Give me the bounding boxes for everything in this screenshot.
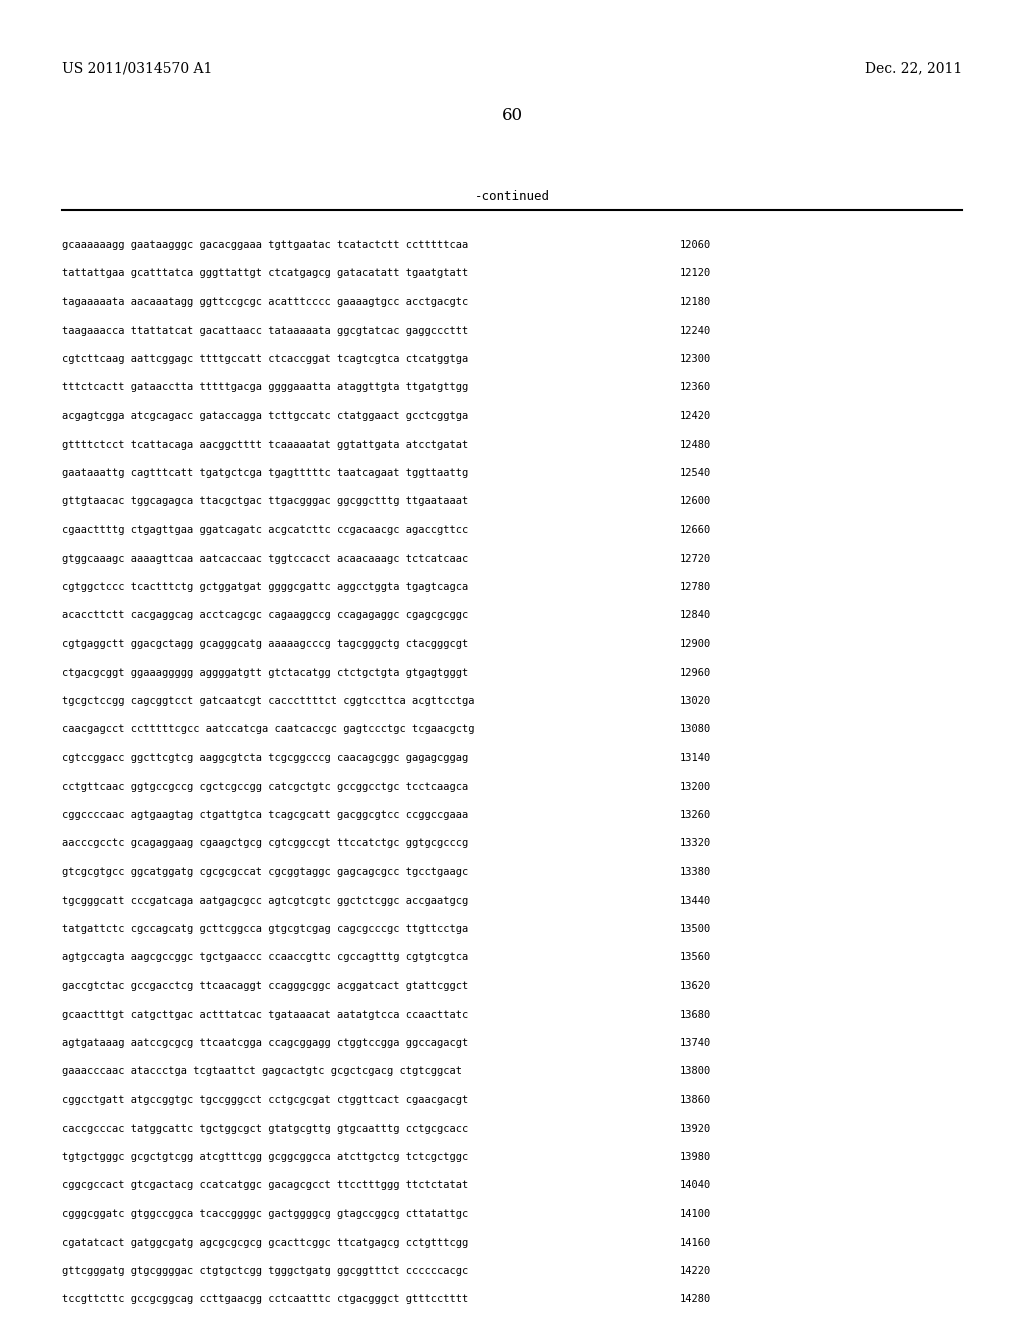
Text: 12240: 12240 xyxy=(680,326,712,335)
Text: tttctcactt gataacctta tttttgacga ggggaaatta ataggttgta ttgatgttgg: tttctcactt gataacctta tttttgacga ggggaaa… xyxy=(62,383,468,392)
Text: cgtccggacc ggcttcgtcg aaggcgtcta tcgcggcccg caacagcggc gagagcggag: cgtccggacc ggcttcgtcg aaggcgtcta tcgcggc… xyxy=(62,752,468,763)
Text: 12300: 12300 xyxy=(680,354,712,364)
Text: 14040: 14040 xyxy=(680,1180,712,1191)
Text: 12720: 12720 xyxy=(680,553,712,564)
Text: ctgacgcggt ggaaaggggg aggggatgtt gtctacatgg ctctgctgta gtgagtgggt: ctgacgcggt ggaaaggggg aggggatgtt gtctaca… xyxy=(62,668,468,677)
Text: 13740: 13740 xyxy=(680,1038,712,1048)
Text: 12360: 12360 xyxy=(680,383,712,392)
Text: aacccgcctc gcagaggaag cgaagctgcg cgtcggccgt ttccatctgc ggtgcgcccg: aacccgcctc gcagaggaag cgaagctgcg cgtcggc… xyxy=(62,838,468,849)
Text: tccgttcttc gccgcggcag ccttgaacgg cctcaatttc ctgacgggct gtttcctttt: tccgttcttc gccgcggcag ccttgaacgg cctcaat… xyxy=(62,1295,468,1304)
Text: 14160: 14160 xyxy=(680,1238,712,1247)
Text: tgcgggcatt cccgatcaga aatgagcgcc agtcgtcgtc ggctctcggc accgaatgcg: tgcgggcatt cccgatcaga aatgagcgcc agtcgtc… xyxy=(62,895,468,906)
Text: 12960: 12960 xyxy=(680,668,712,677)
Text: agtgataaag aatccgcgcg ttcaatcgga ccagcggagg ctggtccgga ggccagacgt: agtgataaag aatccgcgcg ttcaatcgga ccagcgg… xyxy=(62,1038,468,1048)
Text: 13980: 13980 xyxy=(680,1152,712,1162)
Text: 13320: 13320 xyxy=(680,838,712,849)
Text: 13860: 13860 xyxy=(680,1096,712,1105)
Text: cgtgaggctt ggacgctagg gcagggcatg aaaaagcccg tagcgggctg ctacgggcgt: cgtgaggctt ggacgctagg gcagggcatg aaaaagc… xyxy=(62,639,468,649)
Text: gtcgcgtgcc ggcatggatg cgcgcgccat cgcggtaggc gagcagcgcc tgcctgaagc: gtcgcgtgcc ggcatggatg cgcgcgccat cgcggta… xyxy=(62,867,468,876)
Text: gcaactttgt catgcttgac actttatcac tgataaacat aatatgtcca ccaacttatc: gcaactttgt catgcttgac actttatcac tgataaa… xyxy=(62,1010,468,1019)
Text: 12420: 12420 xyxy=(680,411,712,421)
Text: caacgagcct cctttttcgcc aatccatcga caatcaccgc gagtccctgc tcgaacgctg: caacgagcct cctttttcgcc aatccatcga caatca… xyxy=(62,725,474,734)
Text: Dec. 22, 2011: Dec. 22, 2011 xyxy=(864,61,962,75)
Text: 13920: 13920 xyxy=(680,1123,712,1134)
Text: tagaaaaata aacaaatagg ggttccgcgc acatttcccc gaaaagtgcc acctgacgtc: tagaaaaata aacaaatagg ggttccgcgc acatttc… xyxy=(62,297,468,308)
Text: taagaaacca ttattatcat gacattaacc tataaaaata ggcgtatcac gaggcccttt: taagaaacca ttattatcat gacattaacc tataaaa… xyxy=(62,326,468,335)
Text: cctgttcaac ggtgccgccg cgctcgccgg catcgctgtc gccggcctgc tcctcaagca: cctgttcaac ggtgccgccg cgctcgccgg catcgct… xyxy=(62,781,468,792)
Text: 13080: 13080 xyxy=(680,725,712,734)
Text: cgatatcact gatggcgatg agcgcgcgcg gcacttcggc ttcatgagcg cctgtttcgg: cgatatcact gatggcgatg agcgcgcgcg gcacttc… xyxy=(62,1238,468,1247)
Text: tatgattctc cgccagcatg gcttcggcca gtgcgtcgag cagcgcccgc ttgttcctga: tatgattctc cgccagcatg gcttcggcca gtgcgtc… xyxy=(62,924,468,935)
Text: cgaacttttg ctgagttgaa ggatcagatc acgcatcttc ccgacaacgc agaccgttcc: cgaacttttg ctgagttgaa ggatcagatc acgcatc… xyxy=(62,525,468,535)
Text: tgtgctgggc gcgctgtcgg atcgtttcgg gcggcggcca atcttgctcg tctcgctggc: tgtgctgggc gcgctgtcgg atcgtttcgg gcggcgg… xyxy=(62,1152,468,1162)
Text: 12900: 12900 xyxy=(680,639,712,649)
Text: 12480: 12480 xyxy=(680,440,712,450)
Text: acaccttctt cacgaggcag acctcagcgc cagaaggccg ccagagaggc cgagcgcggc: acaccttctt cacgaggcag acctcagcgc cagaagg… xyxy=(62,610,468,620)
Text: 12540: 12540 xyxy=(680,469,712,478)
Text: 13560: 13560 xyxy=(680,953,712,962)
Text: 60: 60 xyxy=(502,107,522,124)
Text: 13800: 13800 xyxy=(680,1067,712,1077)
Text: gaccgtctac gccgacctcg ttcaacaggt ccagggcggc acggatcact gtattcggct: gaccgtctac gccgacctcg ttcaacaggt ccagggc… xyxy=(62,981,468,991)
Text: caccgcccac tatggcattc tgctggcgct gtatgcgttg gtgcaatttg cctgcgcacc: caccgcccac tatggcattc tgctggcgct gtatgcg… xyxy=(62,1123,468,1134)
Text: US 2011/0314570 A1: US 2011/0314570 A1 xyxy=(62,61,212,75)
Text: cggccccaac agtgaagtag ctgattgtca tcagcgcatt gacggcgtcc ccggccgaaa: cggccccaac agtgaagtag ctgattgtca tcagcgc… xyxy=(62,810,468,820)
Text: agtgccagta aagcgccggc tgctgaaccc ccaaccgttc cgccagtttg cgtgtcgtca: agtgccagta aagcgccggc tgctgaaccc ccaaccg… xyxy=(62,953,468,962)
Text: 12600: 12600 xyxy=(680,496,712,507)
Text: gttttctcct tcattacaga aacggctttt tcaaaaatat ggtattgata atcctgatat: gttttctcct tcattacaga aacggctttt tcaaaaa… xyxy=(62,440,468,450)
Text: 12060: 12060 xyxy=(680,240,712,249)
Text: gaaacccaac ataccctga tcgtaattct gagcactgtc gcgctcgacg ctgtcggcat: gaaacccaac ataccctga tcgtaattct gagcactg… xyxy=(62,1067,462,1077)
Text: gtggcaaagc aaaagttcaa aatcaccaac tggtccacct acaacaaagc tctcatcaac: gtggcaaagc aaaagttcaa aatcaccaac tggtcca… xyxy=(62,553,468,564)
Text: gaataaattg cagtttcatt tgatgctcga tgagtttttc taatcagaat tggttaattg: gaataaattg cagtttcatt tgatgctcga tgagttt… xyxy=(62,469,468,478)
Text: 13020: 13020 xyxy=(680,696,712,706)
Text: 14280: 14280 xyxy=(680,1295,712,1304)
Text: 13260: 13260 xyxy=(680,810,712,820)
Text: 13620: 13620 xyxy=(680,981,712,991)
Text: 13680: 13680 xyxy=(680,1010,712,1019)
Text: gcaaaaaagg gaataagggc gacacggaaa tgttgaatac tcatactctt cctttttcaa: gcaaaaaagg gaataagggc gacacggaaa tgttgaa… xyxy=(62,240,468,249)
Text: -continued: -continued xyxy=(474,190,550,202)
Text: cgtcttcaag aattcggagc ttttgccatt ctcaccggat tcagtcgtca ctcatggtga: cgtcttcaag aattcggagc ttttgccatt ctcaccg… xyxy=(62,354,468,364)
Text: 13140: 13140 xyxy=(680,752,712,763)
Text: 12660: 12660 xyxy=(680,525,712,535)
Text: tattattgaa gcatttatca gggttattgt ctcatgagcg gatacatatt tgaatgtatt: tattattgaa gcatttatca gggttattgt ctcatga… xyxy=(62,268,468,279)
Text: cggcgccact gtcgactacg ccatcatggc gacagcgcct ttcctttggg ttctctatat: cggcgccact gtcgactacg ccatcatggc gacagcg… xyxy=(62,1180,468,1191)
Text: 14220: 14220 xyxy=(680,1266,712,1276)
Text: 12780: 12780 xyxy=(680,582,712,591)
Text: acgagtcgga atcgcagacc gataccagga tcttgccatc ctatggaact gcctcggtga: acgagtcgga atcgcagacc gataccagga tcttgcc… xyxy=(62,411,468,421)
Text: cggcctgatt atgccggtgc tgccgggcct cctgcgcgat ctggttcact cgaacgacgt: cggcctgatt atgccggtgc tgccgggcct cctgcgc… xyxy=(62,1096,468,1105)
Text: cgggcggatc gtggccggca tcaccggggc gactggggcg gtagccggcg cttatattgc: cgggcggatc gtggccggca tcaccggggc gactggg… xyxy=(62,1209,468,1218)
Text: tgcgctccgg cagcggtcct gatcaatcgt cacccttttct cggtccttca acgttcctga: tgcgctccgg cagcggtcct gatcaatcgt caccctt… xyxy=(62,696,474,706)
Text: gttcgggatg gtgcggggac ctgtgctcgg tgggctgatg ggcggtttct ccccccacgc: gttcgggatg gtgcggggac ctgtgctcgg tgggctg… xyxy=(62,1266,468,1276)
Text: 12840: 12840 xyxy=(680,610,712,620)
Text: 13500: 13500 xyxy=(680,924,712,935)
Text: 12120: 12120 xyxy=(680,268,712,279)
Text: cgtggctccc tcactttctg gctggatgat ggggcgattc aggcctggta tgagtcagca: cgtggctccc tcactttctg gctggatgat ggggcga… xyxy=(62,582,468,591)
Text: 13440: 13440 xyxy=(680,895,712,906)
Text: 12180: 12180 xyxy=(680,297,712,308)
Text: 14100: 14100 xyxy=(680,1209,712,1218)
Text: 13200: 13200 xyxy=(680,781,712,792)
Text: gttgtaacac tggcagagca ttacgctgac ttgacgggac ggcggctttg ttgaataaat: gttgtaacac tggcagagca ttacgctgac ttgacgg… xyxy=(62,496,468,507)
Text: 13380: 13380 xyxy=(680,867,712,876)
